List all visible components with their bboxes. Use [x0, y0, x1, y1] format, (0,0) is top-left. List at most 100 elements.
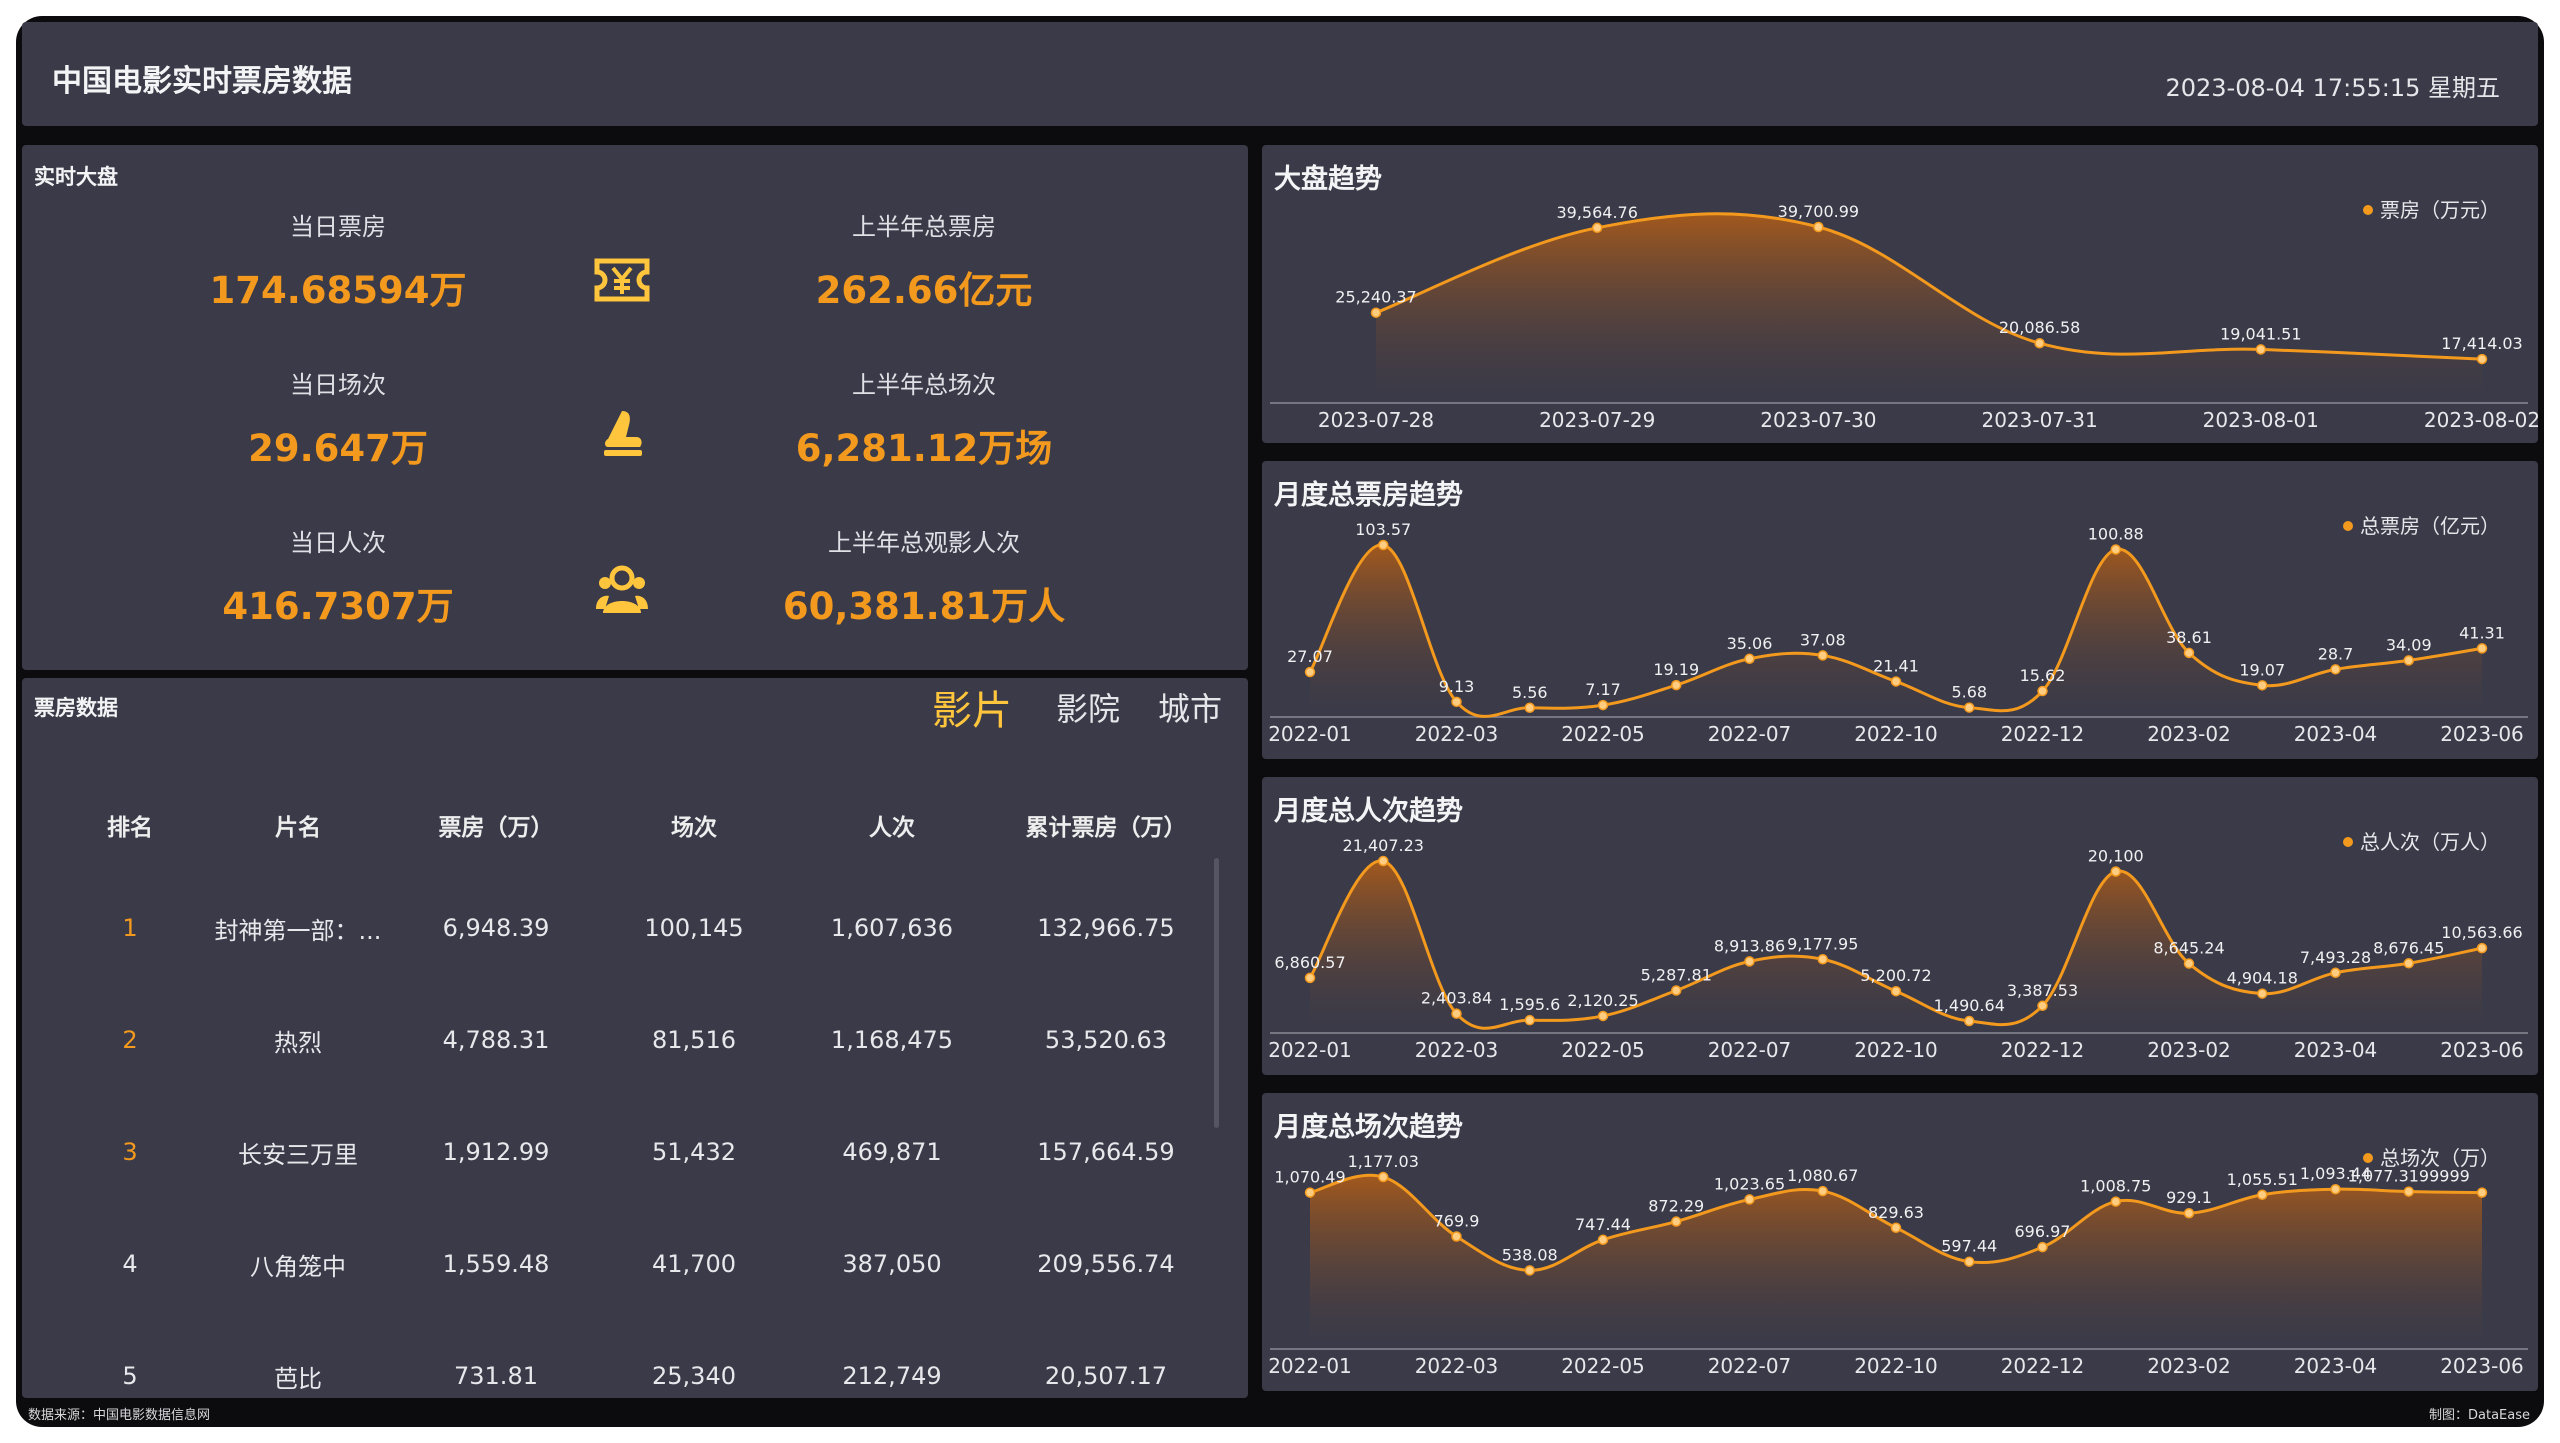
data-point[interactable] — [2257, 680, 2268, 691]
table-row[interactable]: 4 八角笼中 1,559.48 41,700 387,050 209,556.7… — [62, 1208, 1222, 1320]
data-point[interactable] — [1378, 539, 1389, 551]
shows-cell: 41,700 — [652, 1250, 736, 1278]
data-point[interactable] — [1524, 702, 1535, 714]
data-point[interactable] — [2257, 1189, 2268, 1201]
data-point[interactable] — [1671, 985, 1682, 996]
data-point[interactable] — [2034, 337, 2045, 349]
series-line — [1375, 212, 2483, 361]
data-point[interactable] — [1671, 1216, 1682, 1227]
data-point[interactable] — [2037, 685, 2048, 697]
col-rank[interactable]: 排名 — [107, 815, 153, 841]
data-point[interactable] — [2476, 353, 2488, 365]
table-row[interactable]: 2 热烈 4,788.31 81,516 1,168,475 53,520.63 — [62, 984, 1222, 1096]
data-label: 1,008.75 — [2080, 1177, 2151, 1196]
data-point[interactable] — [2476, 1187, 2488, 1198]
data-point[interactable] — [1304, 666, 1316, 678]
legend-label[interactable]: 总票房（亿元） — [2360, 514, 2500, 538]
legend-label[interactable]: 总场次（万） — [2380, 1146, 2500, 1170]
data-point[interactable] — [1378, 1171, 1389, 1183]
data-point[interactable] — [1964, 1015, 1975, 1027]
data-point[interactable] — [2330, 664, 2341, 675]
data-point[interactable] — [1370, 307, 1382, 318]
x-tick-label: 2022-12 — [2001, 722, 2085, 746]
col-film-name[interactable]: 片名 — [275, 815, 321, 841]
data-point[interactable] — [1591, 222, 1603, 234]
table-row[interactable]: 1 封神第一部：... 6,948.39 100,145 1,607,636 1… — [62, 872, 1222, 984]
data-point[interactable] — [2403, 1186, 2414, 1197]
table-row[interactable]: 5 芭比 731.81 25,340 212,749 20,507.17 — [62, 1320, 1222, 1432]
monthly-shows-panel: 月度总场次趋势 1,070.49 1,177.03 769.9 538.08 747.4… — [1262, 1093, 2538, 1391]
table-row[interactable]: 3 长安三万里 1,912.99 51,432 469,871 157,664.… — [62, 1096, 1222, 1208]
legend-label[interactable]: 总人次（万人） — [2360, 830, 2500, 854]
data-point[interactable] — [1964, 1256, 1975, 1267]
data-point[interactable] — [2183, 647, 2195, 659]
data-point[interactable] — [1378, 855, 1389, 867]
col-shows[interactable]: 场次 — [671, 815, 717, 841]
data-point[interactable] — [2330, 1183, 2341, 1195]
col-audience[interactable]: 人次 — [869, 815, 915, 841]
data-point[interactable] — [1817, 650, 1828, 661]
legend-marker — [2363, 205, 2373, 215]
data-point[interactable] — [2183, 958, 2195, 969]
x-tick-label: 2022-01 — [1268, 722, 1352, 746]
legend-label[interactable]: 票房（万元） — [2380, 198, 2500, 222]
tab-cities[interactable]: 城市 — [1158, 690, 1223, 728]
data-point[interactable] — [1524, 1014, 1535, 1026]
data-label: 15.62 — [2020, 666, 2066, 685]
data-point[interactable] — [1890, 676, 1902, 687]
data-point[interactable] — [2403, 655, 2414, 666]
shows-cell: 25,340 — [652, 1362, 736, 1390]
x-tick-label: 2023-08-01 — [2203, 408, 2319, 432]
rank-cell: 2 — [122, 1026, 138, 1054]
data-point[interactable] — [2476, 942, 2488, 954]
data-point[interactable] — [1304, 972, 1316, 984]
data-point[interactable] — [1964, 702, 1975, 713]
daily-boxoffice-label: 当日票房 — [290, 213, 386, 241]
legend-marker — [2343, 837, 2353, 847]
data-point[interactable] — [1451, 696, 1462, 708]
x-tick-label: 2022-03 — [1415, 1354, 1499, 1378]
data-point[interactable] — [1813, 221, 1824, 233]
data-point[interactable] — [2403, 958, 2414, 969]
data-label: 9.13 — [1439, 677, 1475, 696]
data-point[interactable] — [2037, 1000, 2048, 1012]
data-point[interactable] — [2037, 1241, 2048, 1253]
data-point[interactable] — [2110, 544, 2121, 555]
tab-cinemas[interactable]: 影院 — [1056, 690, 1121, 728]
data-point[interactable] — [2476, 643, 2488, 654]
data-point[interactable] — [1597, 1010, 1609, 1022]
data-point[interactable] — [1524, 1265, 1535, 1276]
data-point[interactable] — [1671, 679, 1682, 691]
data-point[interactable] — [1451, 1231, 1462, 1242]
table-scrollbar[interactable] — [1214, 858, 1219, 1128]
boxoffice-panel: 票房数据 影片 影院 城市 排名 片名 票房（万） 场次 人次 累计票房（万） … — [22, 678, 1248, 1398]
data-point[interactable] — [1817, 954, 1828, 965]
data-point[interactable] — [1597, 1234, 1609, 1246]
col-boxoffice[interactable]: 票房（万） — [438, 815, 554, 841]
data-point[interactable] — [1451, 1008, 1462, 1019]
data-point[interactable] — [1890, 1222, 1902, 1234]
data-point[interactable] — [1744, 653, 1755, 665]
data-point[interactable] — [2183, 1207, 2195, 1219]
x-tick-label: 2022-05 — [1561, 1038, 1645, 1062]
data-point[interactable] — [2110, 1196, 2121, 1207]
data-point[interactable] — [1597, 699, 1609, 711]
data-point[interactable] — [2257, 988, 2268, 999]
data-point[interactable] — [2110, 866, 2121, 877]
col-cumulative[interactable]: 累计票房（万） — [1025, 815, 1187, 841]
x-tick-label: 2022-07 — [1708, 1038, 1792, 1062]
data-point[interactable] — [1744, 956, 1755, 967]
daily-boxoffice-stat: 当日票房 174.68594万 — [88, 207, 588, 314]
data-point[interactable] — [1744, 1194, 1755, 1205]
data-label: 103.57 — [1355, 520, 1411, 539]
x-tick-label: 2022-05 — [1561, 1354, 1645, 1378]
data-point[interactable] — [1817, 1185, 1828, 1197]
data-label: 538.08 — [1502, 1245, 1558, 1264]
tab-films[interactable]: 影片 — [932, 688, 1012, 734]
data-point[interactable] — [1890, 985, 1902, 997]
data-point[interactable] — [2255, 344, 2267, 355]
boxoffice-cell: 1,912.99 — [442, 1138, 550, 1166]
data-point[interactable] — [2330, 967, 2341, 979]
data-label: 1,023.65 — [1714, 1174, 1785, 1193]
data-point[interactable] — [1304, 1187, 1316, 1198]
